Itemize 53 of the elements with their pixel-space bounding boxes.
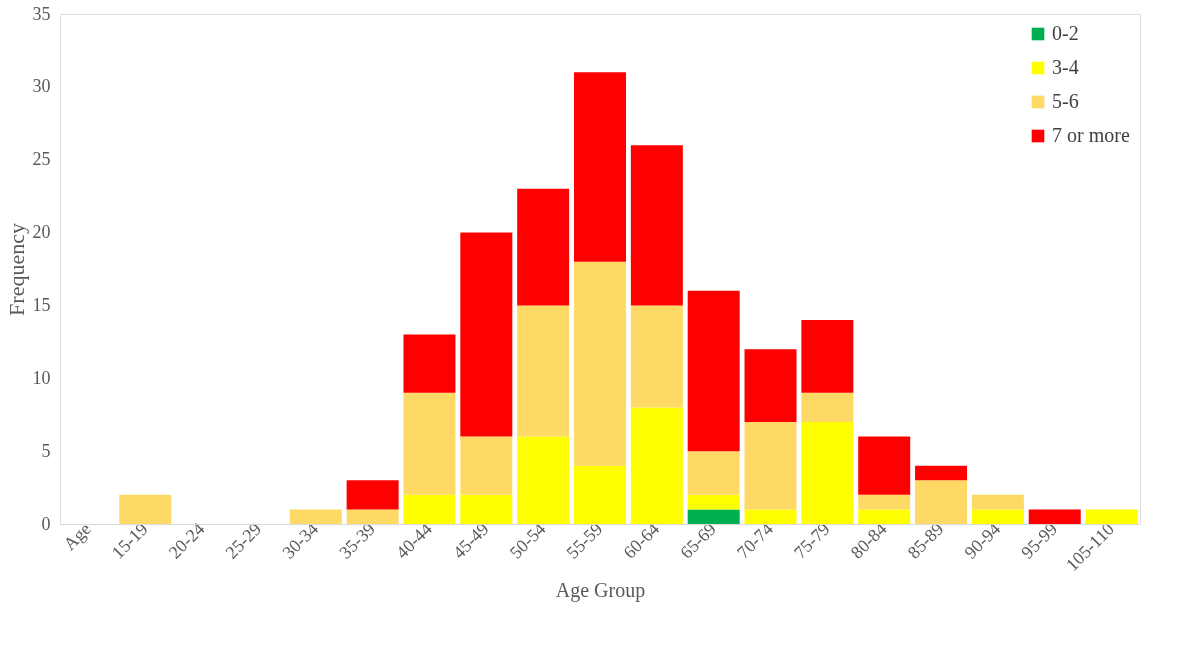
bar — [801, 392, 854, 422]
bar — [574, 72, 626, 262]
bar — [630, 305, 683, 408]
y-axis-title: Frequency — [3, 223, 29, 316]
y-tick-label: 0 — [41, 513, 51, 534]
bar — [971, 494, 1024, 510]
bar — [744, 509, 797, 524]
bar — [915, 480, 968, 524]
bar — [801, 422, 854, 524]
bar — [858, 509, 911, 524]
x-tick-label: Age — [59, 518, 95, 555]
bar — [517, 305, 570, 437]
y-tick-label: 20 — [32, 222, 51, 243]
bar — [574, 465, 626, 524]
bar — [517, 436, 570, 524]
bar — [630, 407, 683, 524]
bar — [744, 349, 797, 422]
y-tick-label: 5 — [41, 440, 51, 461]
bar — [346, 509, 399, 524]
bar — [403, 334, 456, 393]
bar — [801, 320, 854, 393]
legend-label: 5-6 — [1052, 90, 1079, 112]
y-tick-label: 30 — [32, 76, 51, 97]
bar — [687, 290, 740, 452]
bar — [119, 494, 172, 524]
bar — [687, 451, 740, 495]
bar — [346, 480, 399, 510]
bar — [915, 465, 968, 481]
bar — [687, 509, 740, 524]
x-axis-title: Age Group — [555, 578, 646, 602]
bar — [403, 494, 456, 524]
legend-label: 7 or more — [1052, 124, 1130, 146]
bar — [858, 494, 911, 510]
bar — [460, 436, 513, 495]
bar — [1028, 509, 1081, 524]
bar — [460, 232, 513, 437]
y-tick-label: 25 — [32, 149, 51, 170]
bar — [858, 436, 911, 495]
bar — [517, 188, 570, 306]
y-tick-label: 15 — [32, 294, 51, 315]
bar — [289, 509, 342, 524]
bar — [574, 261, 626, 466]
bar — [403, 392, 456, 495]
y-tick-label: 35 — [32, 3, 51, 24]
bar — [1085, 509, 1138, 524]
bar — [971, 509, 1024, 524]
bar — [630, 145, 683, 306]
legend-label: 0-2 — [1052, 22, 1079, 44]
legend-label: 3-4 — [1052, 56, 1079, 78]
bar — [687, 494, 740, 510]
bar — [460, 494, 513, 524]
y-tick-label: 10 — [32, 367, 51, 388]
bar — [744, 422, 797, 510]
